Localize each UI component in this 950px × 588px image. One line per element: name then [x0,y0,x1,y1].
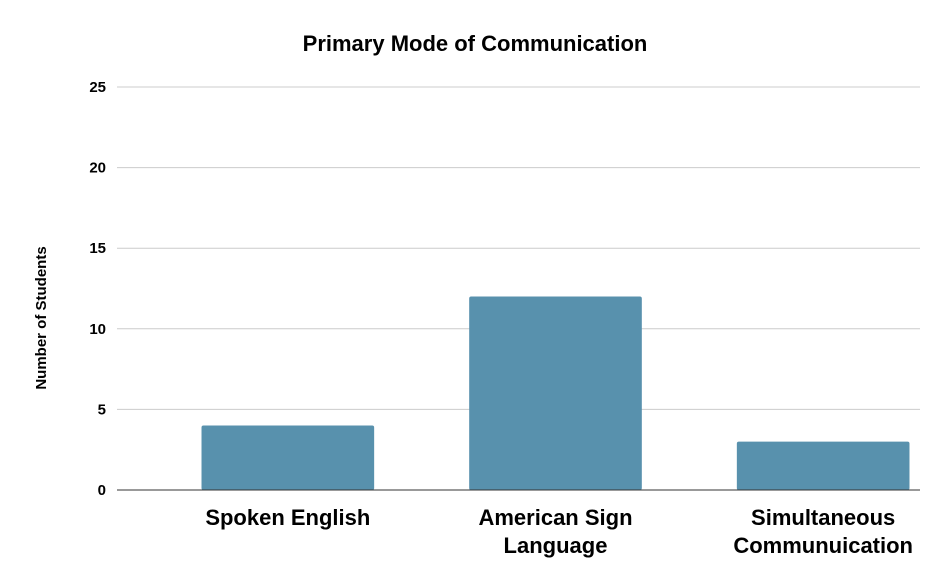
y-axis-ticks: 0 5 10 15 20 25 [89,79,106,499]
y-tick-label: 25 [89,79,106,96]
bar [469,296,642,490]
x-tick-label: Language [504,533,608,558]
y-tick-label: 5 [98,401,106,418]
y-tick-label: 15 [89,240,106,257]
x-tick-label: Simultaneous [751,505,895,530]
bar [736,441,910,490]
x-tick-label: Communuication [733,533,913,558]
x-tick-label: American Sign [478,505,632,530]
y-tick-label: 10 [89,321,106,338]
bar [201,425,375,490]
gridlines [117,86,920,410]
x-axis-ticks: Spoken English American Sign Language Simul… [205,505,913,558]
chart-title: Primary Mode of Communication [303,31,648,56]
y-axis-label: Number of Students [33,246,50,389]
y-tick-label: 20 [89,160,106,177]
bars [201,296,910,490]
x-tick-label: Spoken English [205,505,370,530]
y-tick-label: 0 [98,482,106,499]
